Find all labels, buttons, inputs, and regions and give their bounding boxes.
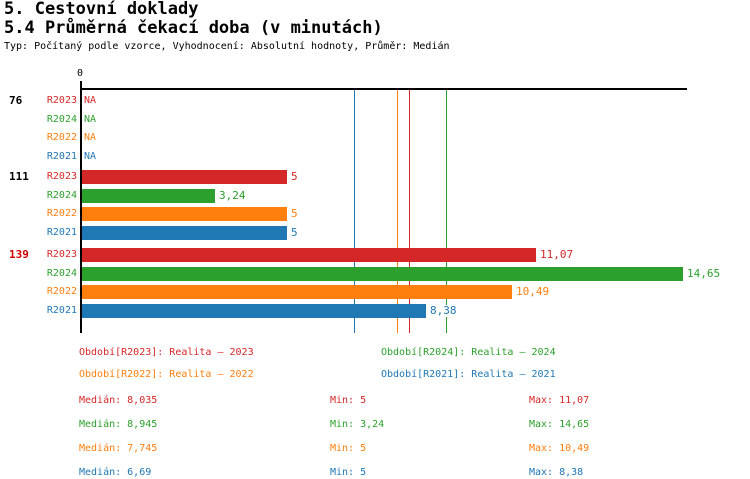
y-axis-line xyxy=(80,88,82,333)
row-label-r2022: R2022 xyxy=(46,208,77,219)
bar-chart: 0 76 R2023 NA R2024 NA R2022 NA R2021 NA 111 R2023 5… xyxy=(9,68,722,333)
median-line-r2023 xyxy=(409,90,410,333)
legend-item-r2024: Období[R2024]: Realita – 2024 xyxy=(381,347,556,358)
group-label-76: 76 xyxy=(9,94,23,107)
row-label-r2024: R2024 xyxy=(46,189,77,201)
legend-item-r2021: Období[R2021]: Realita – 2021 xyxy=(381,369,556,380)
median-line-r2021 xyxy=(354,90,355,333)
stat-max-r2024: Max: 14,65 xyxy=(529,419,590,430)
bar-value-r2022: 10,49 xyxy=(515,285,551,298)
chart-subtitle: 5.4 Průměrná čekací doba (v minutách) xyxy=(4,18,383,38)
stat-median-r2022: Medián: 7,745 xyxy=(79,443,158,454)
bar-r2024-group2 xyxy=(82,266,683,281)
stat-max-r2021: Max: 8,38 xyxy=(529,467,584,478)
group-label-139: 139 xyxy=(9,248,29,261)
group-label-111: 111 xyxy=(9,170,29,183)
x-axis-zero-tick xyxy=(80,81,82,88)
stat-min-r2021: Min: 5 xyxy=(330,467,367,478)
bar-value-r2024: 3,24 xyxy=(218,188,247,202)
legend-item-r2023: Období[R2023]: Realita – 2023 xyxy=(79,347,254,358)
x-axis-zero-label: 0 xyxy=(77,68,84,79)
row-label-r2024: R2024 xyxy=(46,113,77,125)
row-label-r2023: R2023 xyxy=(46,95,77,106)
na-value-r2023: NA xyxy=(84,95,97,106)
bar-value-r2022: 5 xyxy=(290,207,299,220)
stat-median-r2023: Medián: 8,035 xyxy=(79,395,158,406)
bar-r2021-group2 xyxy=(82,303,426,318)
stat-min-r2022: Min: 5 xyxy=(330,443,367,454)
bar-value-r2021: 8,38 xyxy=(429,303,458,317)
row-label-r2023: R2023 xyxy=(46,249,77,260)
bar-value-r2023: 11,07 xyxy=(539,248,575,261)
bar-r2021-group1 xyxy=(82,225,287,240)
stat-max-r2022: Max: 10,49 xyxy=(529,443,590,454)
bar-value-r2023: 5 xyxy=(290,170,299,183)
chart-meta-line: Typ: Počítaný podle vzorce, Vyhodnocení:… xyxy=(4,41,450,52)
row-label-r2022: R2022 xyxy=(46,132,77,143)
stat-min-r2024: Min: 3,24 xyxy=(330,419,385,430)
median-line-r2024 xyxy=(446,90,447,333)
bar-value-r2021: 5 xyxy=(290,225,299,239)
bar-r2022-group2 xyxy=(82,285,512,299)
row-label-r2024: R2024 xyxy=(46,267,77,279)
na-value-r2021: NA xyxy=(84,150,97,162)
x-axis-line xyxy=(80,88,687,90)
bar-r2023-group2 xyxy=(82,248,536,262)
row-label-r2023: R2023 xyxy=(46,171,77,182)
page-title: 5. Cestovní doklady xyxy=(4,0,199,19)
stat-median-r2021: Medián: 6,69 xyxy=(79,467,152,478)
bar-r2023-group1 xyxy=(82,170,287,184)
row-label-r2021: R2021 xyxy=(46,150,77,162)
stat-median-r2024: Medián: 8,945 xyxy=(79,419,158,430)
bar-r2024-group1 xyxy=(82,188,215,203)
bar-value-r2024: 14,65 xyxy=(686,266,722,280)
stat-max-r2023: Max: 11,07 xyxy=(529,395,590,406)
bar-r2022-group1 xyxy=(82,207,287,221)
row-label-r2022: R2022 xyxy=(46,286,77,297)
stat-min-r2023: Min: 5 xyxy=(330,395,367,406)
na-value-r2024: NA xyxy=(84,113,97,125)
na-value-r2022: NA xyxy=(84,132,97,143)
row-label-r2021: R2021 xyxy=(46,304,77,316)
legend-item-r2022: Období[R2022]: Realita – 2022 xyxy=(79,369,254,380)
median-line-r2022 xyxy=(397,90,398,333)
row-label-r2021: R2021 xyxy=(46,226,77,238)
